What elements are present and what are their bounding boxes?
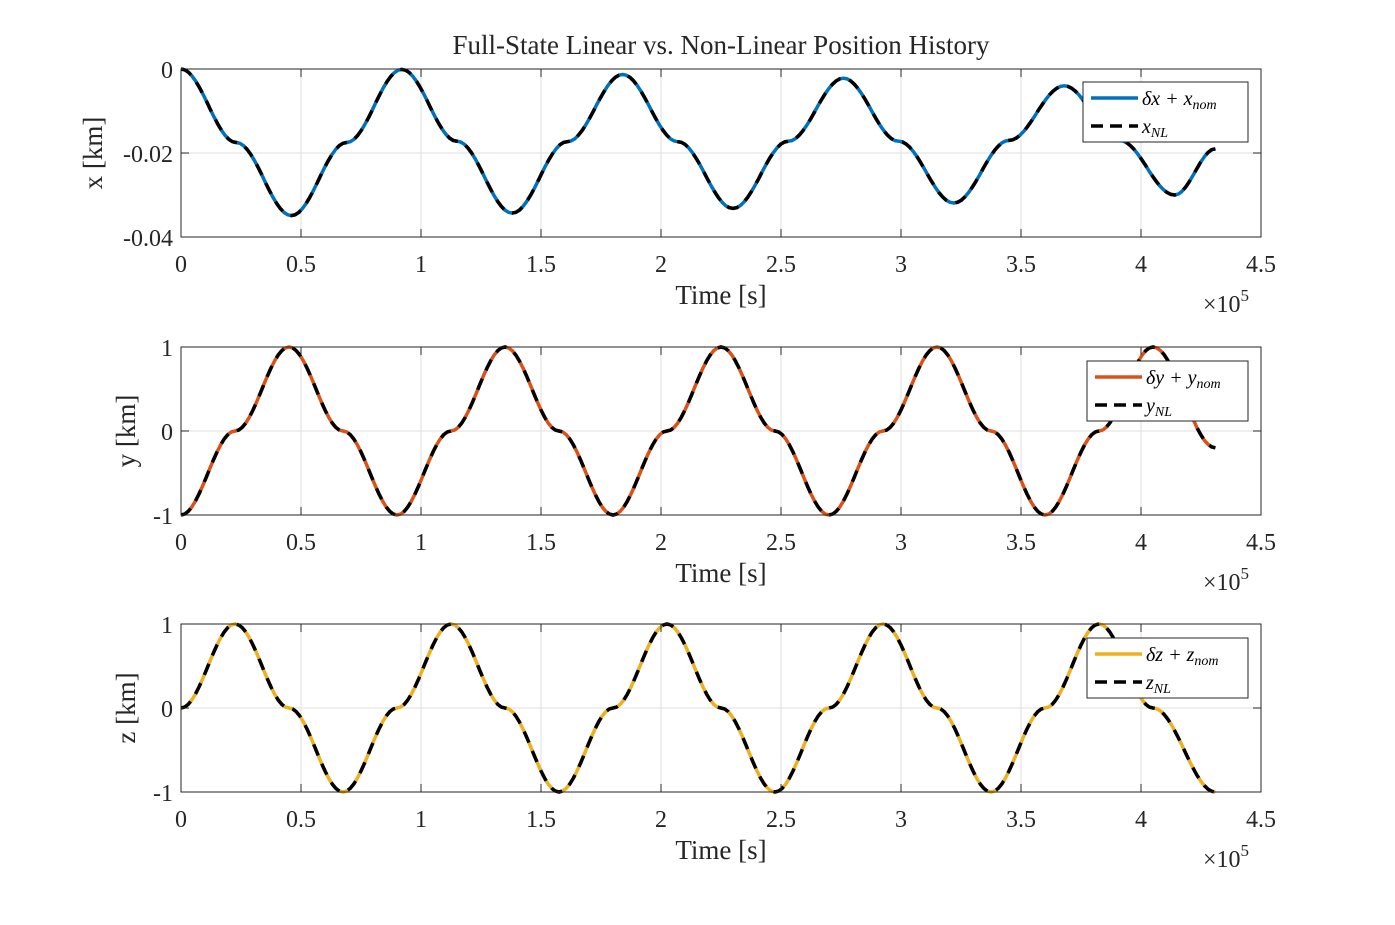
legend-entry-subscript: NL	[1150, 126, 1168, 141]
x-tick-label: 1.5	[526, 252, 556, 278]
x-tick-label: 2.5	[766, 252, 796, 278]
legend-box	[1086, 360, 1249, 422]
x-tick-label: 4.5	[1246, 252, 1276, 278]
legend-entry-linear: δx + xnom	[1142, 88, 1217, 113]
x-tick-label: 3.5	[1006, 252, 1036, 278]
legend-y: δy + ynom yNL	[1086, 360, 1249, 422]
x-axis-label: Time [s]	[675, 835, 766, 865]
x-tick-label: 0.5	[286, 530, 316, 556]
x-exponent-label: ×105	[1203, 286, 1249, 318]
legend-box	[1082, 81, 1249, 143]
y-axis-label: y [km]	[111, 395, 141, 468]
series-line-y-nonlinear	[180, 345, 1216, 517]
x-axis-label: Time [s]	[675, 280, 766, 310]
x-exponent-base: ×10	[1203, 570, 1241, 596]
x-tick-label: 3	[895, 252, 907, 278]
x-tick-label: 2	[655, 807, 667, 833]
x-tick-label: 2	[655, 530, 667, 556]
x-tick-label: 2.5	[766, 530, 796, 556]
x-tick-label: 4	[1135, 807, 1147, 833]
legend-entry-subscript: NL	[1153, 682, 1171, 697]
x-tick-label: 2	[655, 252, 667, 278]
y-tick-label: 1	[161, 613, 173, 639]
legend-entry-linear: δz + znom	[1146, 644, 1218, 669]
x-tick-label: 0.5	[286, 807, 316, 833]
legend-entry-subscript: nom	[1197, 377, 1221, 392]
x-exponent-power: 5	[1241, 564, 1250, 583]
x-tick-label: 4.5	[1246, 530, 1276, 556]
y-axis-label: x [km]	[78, 117, 108, 190]
legend-entry-subscript: NL	[1154, 405, 1172, 420]
legend-entry-linear: δy + ynom	[1146, 367, 1221, 392]
x-tick-label: 1	[415, 807, 427, 833]
x-exponent-label: ×105	[1203, 564, 1249, 596]
x-tick-label: 0	[175, 530, 187, 556]
x-tick-label: 0.5	[286, 252, 316, 278]
x-tick-label: 0	[175, 252, 187, 278]
x-exponent-base: ×10	[1203, 292, 1241, 318]
x-tick-label: 3.5	[1006, 807, 1036, 833]
legend-entry-main: δy + y	[1146, 367, 1197, 389]
x-tick-label: 2.5	[766, 807, 796, 833]
y-tick-label: 0	[161, 420, 173, 446]
y-tick-label: -0.04	[123, 226, 173, 252]
legend-entry-main: δz + z	[1146, 644, 1195, 666]
x-tick-label: 1.5	[526, 807, 556, 833]
panel-x: 0 0.5 1 1.5 2 2.5 3 3.5 4 4.5 -0.04 -0.02 0 Time [s] x…	[78, 58, 1276, 318]
legend-x: δx + xnom xNL	[1082, 81, 1249, 143]
x-tick-label: 1	[415, 252, 427, 278]
y-tick-label: -1	[153, 504, 173, 530]
y-tick-label: -0.02	[123, 142, 173, 168]
y-tick-label: 1	[161, 336, 173, 362]
legend-entry-nonlinear: yNL	[1144, 395, 1172, 420]
legend-entry-nonlinear: xNL	[1141, 116, 1168, 141]
legend-z: δz + znom zNL	[1086, 637, 1249, 699]
y-axis-label: z [km]	[111, 672, 141, 743]
x-tick-label: 4	[1135, 252, 1147, 278]
x-tick-label: 0	[175, 807, 187, 833]
y-tick-label: -1	[153, 781, 173, 807]
legend-entry-subscript: nom	[1194, 654, 1218, 669]
x-exponent-label: ×105	[1203, 841, 1249, 873]
legend-entry-main: y	[1144, 395, 1155, 417]
legend-entry-main: δx + x	[1142, 88, 1193, 110]
legend-entry-main: x	[1141, 116, 1151, 138]
y-tick-label: 0	[161, 58, 173, 84]
figure-title: Full-State Linear vs. Non-Linear Positio…	[453, 30, 990, 60]
x-tick-label: 1.5	[526, 530, 556, 556]
x-exponent-power: 5	[1241, 841, 1250, 860]
series-line-z-nonlinear	[180, 622, 1216, 794]
y-tick-label: 0	[161, 697, 173, 723]
x-exponent-power: 5	[1241, 286, 1250, 305]
x-tick-label: 4	[1135, 530, 1147, 556]
series-line-x-nonlinear	[180, 67, 1216, 218]
x-tick-label: 3	[895, 530, 907, 556]
x-exponent-base: ×10	[1203, 847, 1241, 873]
x-tick-label: 3	[895, 807, 907, 833]
legend-box	[1086, 637, 1249, 699]
x-tick-label: 4.5	[1246, 807, 1276, 833]
legend-entry-nonlinear: zNL	[1145, 672, 1171, 697]
grid-y	[181, 347, 1261, 515]
x-tick-label: 3.5	[1006, 530, 1036, 556]
x-tick-label: 1	[415, 530, 427, 556]
legend-entry-main: z	[1145, 672, 1154, 694]
legend-entry-subscript: nom	[1193, 98, 1217, 113]
x-axis-label: Time [s]	[675, 558, 766, 588]
